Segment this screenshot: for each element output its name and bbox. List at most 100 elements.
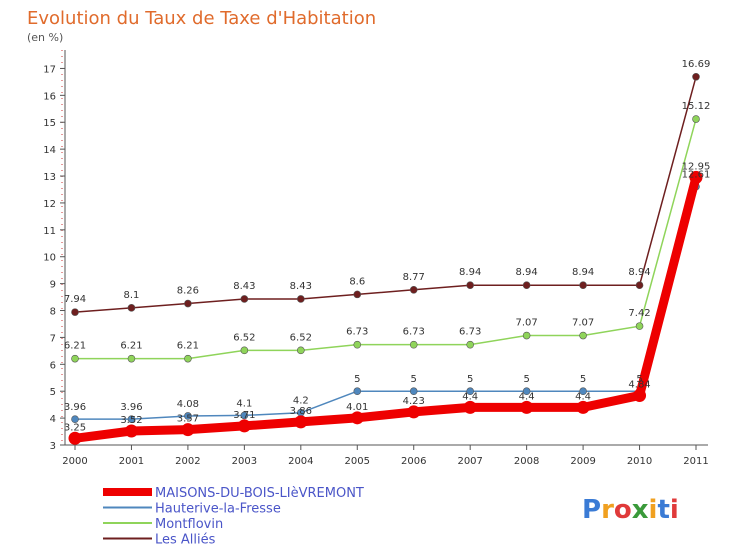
data-label: 7.42	[628, 308, 650, 319]
data-label: 6.52	[290, 332, 312, 343]
series-point-2	[184, 354, 192, 363]
series-point-0	[68, 431, 82, 445]
data-label: 8.43	[233, 281, 255, 292]
series-point-2	[71, 354, 79, 363]
data-label: 6.21	[120, 341, 142, 352]
legend-label-0: MAISONS-DU-BOIS-LIèVREMONT	[155, 486, 364, 501]
y-tick-label: 4	[50, 414, 56, 425]
series-point-3	[184, 299, 192, 308]
data-label: 7.94	[64, 294, 86, 305]
y-tick-label: 12	[43, 199, 56, 210]
series-point-0	[520, 400, 534, 414]
data-label: 6.73	[403, 327, 425, 338]
series-point-2	[635, 322, 644, 330]
data-label: 3.96	[64, 402, 86, 413]
data-label: 8.94	[628, 267, 650, 278]
data-label: 3.57	[177, 414, 199, 425]
data-label: 5	[354, 374, 360, 385]
y-tick-label: 17	[43, 64, 56, 75]
data-label: 5	[636, 374, 642, 385]
data-label: 12.95	[682, 161, 711, 172]
data-label: 5	[523, 374, 529, 385]
x-tick-label: 2010	[627, 456, 652, 467]
x-tick-label: 2005	[345, 456, 370, 467]
series-point-3	[522, 281, 531, 290]
legend: MAISONS-DU-BOIS-LIèVREMONTHauterive-la-F…	[103, 486, 364, 548]
x-tick-label: 2001	[119, 456, 144, 467]
series-point-3	[466, 281, 474, 290]
data-label: 8.94	[516, 267, 538, 278]
data-label: 15.12	[682, 101, 711, 112]
data-label: 12.61	[682, 170, 711, 181]
data-label: 7.07	[516, 318, 538, 329]
series-point-0	[350, 411, 364, 425]
series-point-1	[409, 387, 418, 396]
series-point-1	[466, 387, 474, 396]
data-label: 4.4	[462, 391, 478, 402]
chart-title: Evolution du Taux de Taxe d'Habitation	[27, 8, 376, 29]
data-label: 8.26	[177, 286, 199, 297]
data-label: 5	[467, 374, 473, 385]
series-point-1	[353, 387, 362, 396]
series-point-2	[409, 340, 418, 349]
legend-label-3: Les Alliés	[155, 533, 216, 548]
data-label: 4.4	[519, 391, 535, 402]
series-point-1	[184, 412, 192, 420]
series-line-3	[74, 76, 697, 313]
series-point-2	[579, 331, 587, 340]
data-label: 8.43	[290, 281, 312, 292]
data-label: 8.6	[349, 276, 365, 287]
series-point-0	[407, 405, 421, 419]
x-tick-label: 2002	[175, 456, 200, 467]
data-label: 8.1	[124, 290, 140, 301]
series-point-2	[353, 340, 362, 349]
y-tick-label: 13	[43, 172, 56, 183]
series-point-2	[297, 346, 305, 355]
series-point-3	[635, 281, 644, 290]
data-label: 16.69	[682, 59, 711, 70]
series-point-1	[127, 415, 136, 423]
series-point-2	[692, 115, 700, 123]
series-point-0	[463, 400, 477, 414]
data-label: 7.07	[572, 318, 594, 329]
data-label-layer: 3.25 3.52 3.57 3.71 3.86 4.01 4.23 4.4 4.4 4.4 4.8…	[64, 59, 710, 433]
series-point-1	[522, 387, 531, 396]
proxiti-logo: Proxiti	[582, 495, 679, 525]
series-point-2	[127, 354, 136, 363]
y-tick-label: 6	[50, 360, 56, 371]
data-label: 4.08	[177, 399, 199, 410]
x-tick-label: 2003	[232, 456, 257, 467]
data-label: 3.52	[120, 415, 142, 426]
series-line-1	[74, 185, 697, 420]
data-label: 4.4	[575, 391, 591, 402]
series-point-0	[181, 423, 195, 437]
x-tick-label: 2000	[62, 456, 87, 467]
series-point-0	[576, 400, 590, 414]
series-point-2	[240, 346, 249, 355]
data-label: 4.23	[403, 396, 425, 407]
series-point-2	[522, 331, 531, 340]
series-line-0	[70, 172, 701, 443]
series-point-0	[689, 170, 703, 184]
x-tick-label: 2007	[457, 456, 482, 467]
series-point-3	[240, 295, 249, 303]
svg-text:Proxiti: Proxiti	[582, 495, 679, 525]
data-label: 3.96	[120, 402, 142, 413]
data-label: 8.94	[572, 267, 594, 278]
series-point-3	[71, 308, 79, 316]
data-label: 4.84	[628, 380, 650, 391]
series-point-1	[71, 415, 79, 423]
y-tick-label: 8	[50, 307, 56, 318]
series-point-0	[237, 419, 251, 433]
data-label: 4.1	[236, 398, 252, 409]
series-layer	[68, 72, 703, 445]
data-label: 8.94	[459, 267, 481, 278]
series-point-1	[240, 411, 249, 420]
series-line-2	[74, 118, 697, 360]
axes: 3 4 5 6 7 8 9 10 11 12 13 14 15 16 17 2000 2001 2002 2003 2…	[43, 50, 709, 467]
series-point-3	[297, 295, 305, 303]
data-label: 8.77	[403, 272, 425, 283]
data-label: 5	[411, 374, 417, 385]
